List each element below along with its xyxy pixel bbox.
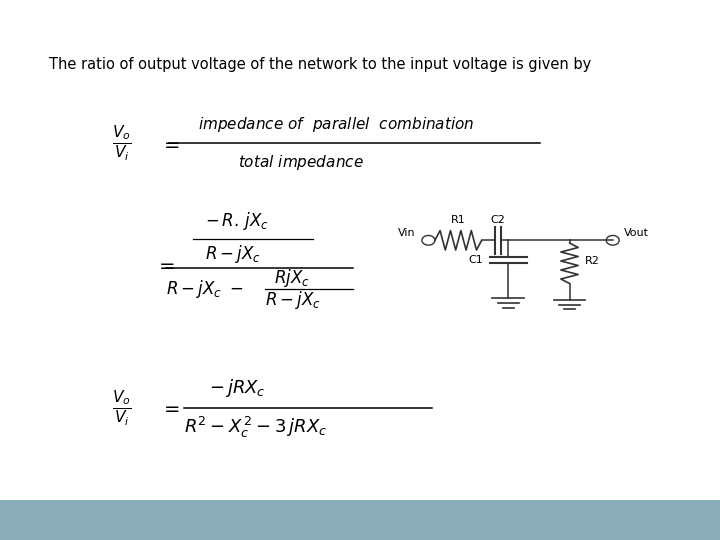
- Text: $-\,jRX_c$: $-\,jRX_c$: [209, 377, 266, 399]
- Bar: [0, 500, 720, 540]
- Text: Vin: Vin: [398, 227, 415, 238]
- Text: $RjX_c$: $RjX_c$: [274, 267, 310, 289]
- Text: C2: C2: [490, 215, 505, 225]
- Text: $\mathit{total\ impedance}$: $\mathit{total\ impedance}$: [238, 152, 364, 172]
- Text: $R^2 - X_c^{\,2} - 3\,jRX_c$: $R^2 - X_c^{\,2} - 3\,jRX_c$: [184, 415, 327, 440]
- Text: $\frac{V_o}{V_i}$: $\frac{V_o}{V_i}$: [112, 123, 131, 163]
- Text: $=$: $=$: [160, 133, 180, 153]
- Text: $=$: $=$: [155, 255, 175, 274]
- Text: $R - jX_c$: $R - jX_c$: [265, 289, 321, 310]
- Text: $R - jX_c\ -$: $R - jX_c\ -$: [166, 278, 243, 300]
- Text: $=$: $=$: [160, 398, 180, 417]
- Text: R1: R1: [451, 215, 466, 225]
- Text: $-\,R.\,jX_c$: $-\,R.\,jX_c$: [205, 211, 269, 232]
- Text: C1: C1: [469, 255, 483, 265]
- Text: Vout: Vout: [624, 227, 649, 238]
- Text: R2: R2: [585, 256, 600, 266]
- Text: $R - jX_c$: $R - jX_c$: [205, 243, 261, 265]
- Text: $\frac{V_o}{V_i}$: $\frac{V_o}{V_i}$: [112, 388, 131, 428]
- Text: The ratio of output voltage of the network to the input voltage is given by: The ratio of output voltage of the netwo…: [49, 57, 591, 72]
- Text: $\mathit{impedance\ of\ \ parallel\ \ combination}$: $\mathit{impedance\ of\ \ parallel\ \ co…: [198, 114, 474, 134]
